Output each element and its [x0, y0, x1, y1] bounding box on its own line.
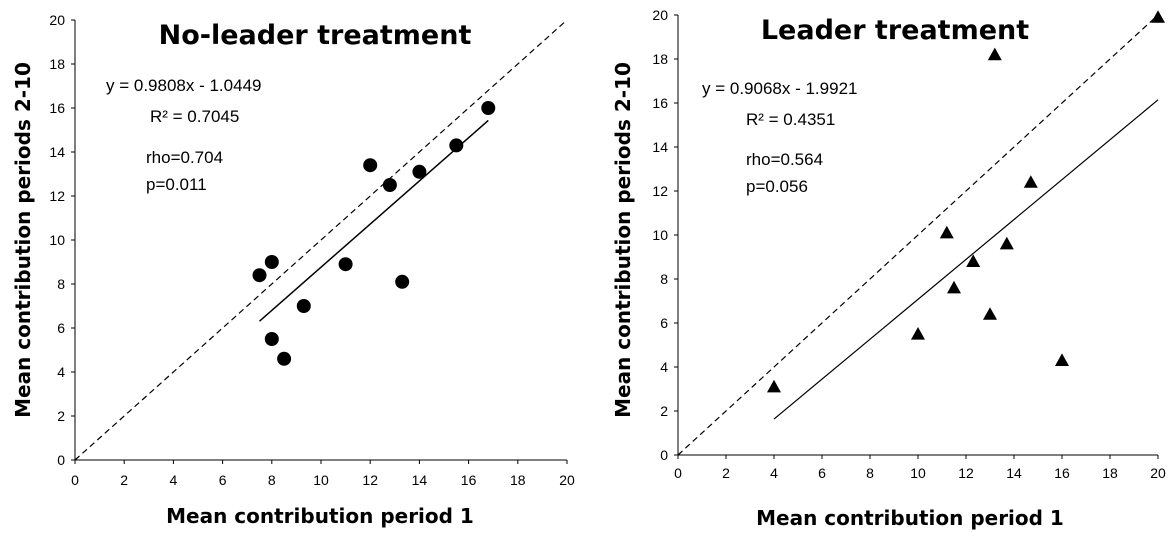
chart-leader-equation: y = 0.9068x - 1.9921	[702, 79, 857, 98]
chart-leader-y-tick-label: 20	[652, 7, 668, 23]
chart-no-leader-y-tick-label: 6	[57, 320, 65, 336]
chart-leader-x-tick-label: 2	[722, 465, 730, 481]
chart-leader-y-ticks: 0 2 4 6 8 10 12 14 16 18 20	[652, 7, 678, 463]
chart-leader-x-tick-label: 12	[958, 465, 974, 481]
chart-no-leader-x-ticks: 0 2 4 6 8 10 12 14 16 18 20	[71, 460, 575, 488]
chart-leader-point	[983, 307, 997, 320]
chart-leader-x-tick-label: 16	[1054, 465, 1070, 481]
chart-leader-point	[1151, 10, 1165, 23]
chart-no-leader-r2: R² = 0.7045	[150, 107, 239, 126]
chart-leader-y-tick-label: 6	[660, 315, 668, 331]
chart-no-leader-x-tick-label: 16	[461, 472, 477, 488]
chart-leader-y-tick-label: 12	[652, 183, 668, 199]
chart-no-leader-x-axis-title: Mean contribution period 1	[166, 504, 474, 528]
chart-leader: 0 2 4 6 8 10 12 14 16 18 20 0 2 4 6 8 10 12 14 16 18 20 Lead…	[611, 7, 1166, 530]
chart-leader-point	[987, 47, 1002, 61]
chart-no-leader-equation: y = 0.9808x - 1.0449	[106, 76, 261, 95]
chart-leader-rho: rho=0.564	[746, 150, 823, 169]
chart-leader-y-tick-label: 4	[660, 359, 668, 375]
chart-leader-point	[1023, 175, 1038, 188]
chart-no-leader-y-tick-label: 0	[57, 452, 65, 468]
chart-leader-trendline	[773, 99, 1159, 420]
chart-no-leader-y-tick-label: 12	[49, 188, 65, 204]
chart-no-leader-x-tick-label: 6	[219, 472, 227, 488]
chart-no-leader-x-tick-label: 8	[268, 472, 276, 488]
chart-no-leader-y-tick-label: 8	[57, 276, 65, 292]
chart-no-leader-y-tick-label: 2	[57, 408, 65, 424]
chart-leader-y-tick-label: 10	[652, 227, 668, 243]
chart-no-leader-y-tick-label: 4	[57, 364, 65, 380]
chart-no-leader-x-tick-label: 2	[120, 472, 128, 488]
chart-leader-x-tick-label: 18	[1102, 465, 1118, 481]
chart-no-leader-point	[412, 164, 427, 179]
chart-leader-title: Leader treatment	[761, 15, 1029, 46]
chart-no-leader-point	[481, 101, 496, 115]
chart-leader-y-tick-label: 0	[660, 447, 668, 463]
chart-no-leader-y-tick-label: 18	[49, 56, 65, 72]
chart-no-leader-x-tick-label: 14	[412, 472, 428, 488]
chart-no-leader-y-tick-label: 20	[49, 12, 65, 28]
chart-leader-y-tick-label: 14	[652, 139, 668, 155]
chart-no-leader-points	[252, 101, 496, 366]
chart-leader-x-ticks: 0 2 4 6 8 10 12 14 16 18 20	[674, 455, 1166, 481]
chart-leader-x-tick-label: 10	[910, 465, 926, 481]
chart-no-leader-x-tick-label: 0	[71, 472, 79, 488]
chart-leader-p: p=0.056	[746, 177, 808, 196]
chart-leader-point	[966, 254, 981, 267]
chart-no-leader-point	[449, 138, 464, 153]
chart-no-leader-point	[395, 274, 410, 289]
chart-no-leader-y-tick-label: 16	[49, 100, 65, 116]
chart-leader-x-tick-label: 8	[866, 465, 874, 481]
chart-no-leader-point	[382, 178, 397, 192]
chart-no-leader-x-tick-label: 20	[559, 472, 575, 488]
chart-leader-point	[767, 379, 781, 393]
chart-no-leader-point	[252, 268, 267, 283]
chart-leader-x-tick-label: 0	[674, 465, 682, 481]
chart-leader-y-tick-label: 18	[652, 51, 668, 67]
chart-no-leader-point	[338, 257, 353, 272]
chart-no-leader-rho: rho=0.704	[146, 148, 223, 167]
chart-no-leader-point	[296, 299, 311, 313]
chart-leader-y-tick-label: 8	[660, 271, 668, 287]
chart-no-leader-point	[264, 332, 279, 346]
chart-leader-x-tick-label: 14	[1006, 465, 1022, 481]
chart-no-leader-point	[277, 351, 292, 366]
chart-leader-points	[767, 10, 1165, 393]
chart-leader-point	[999, 236, 1014, 250]
chart-no-leader-y-tick-label: 10	[49, 232, 65, 248]
chart-leader-point	[911, 327, 925, 340]
chart-leader-x-tick-label: 6	[818, 465, 826, 481]
chart-leader-y-tick-label: 2	[660, 403, 668, 419]
chart-no-leader-title: No-leader treatment	[159, 20, 472, 51]
chart-leader-x-tick-label: 4	[770, 465, 778, 481]
chart-no-leader-x-tick-label: 4	[170, 472, 178, 488]
chart-no-leader-point	[264, 255, 279, 269]
chart-leader-y-axis-title: Mean contribution periods 2-10	[611, 62, 635, 418]
chart-no-leader-y-tick-label: 14	[49, 144, 65, 160]
chart-leader-point	[939, 225, 954, 239]
chart-leader-r2: R² = 0.4351	[746, 110, 835, 129]
chart-no-leader-y-axis-title: Mean contribution periods 2-10	[11, 62, 35, 418]
chart-no-leader-y-ticks: 0 2 4 6 8 10 12 14 16 18 20	[49, 12, 75, 468]
chart-leader-point	[1055, 353, 1069, 366]
chart-no-leader: 0 2 4 6 8 10 12 14 16 18 20 0 2 4 6 8 10 12 14 16 18 20 No-l…	[11, 12, 575, 528]
chart-no-leader-x-tick-label: 10	[313, 472, 329, 488]
chart-no-leader-reference-line	[74, 19, 568, 461]
chart-no-leader-p: p=0.011	[146, 175, 207, 194]
chart-leader-x-tick-label: 20	[1150, 465, 1166, 481]
chart-leader-x-axis-title: Mean contribution period 1	[756, 506, 1064, 530]
chart-leader-reference-line	[677, 14, 1159, 456]
chart-no-leader-point	[363, 158, 378, 173]
chart-leader-y-tick-label: 16	[652, 95, 668, 111]
chart-no-leader-trendline	[259, 119, 489, 322]
chart-leader-point	[947, 280, 961, 294]
chart-no-leader-x-tick-label: 18	[510, 472, 526, 488]
chart-no-leader-x-tick-label: 12	[362, 472, 378, 488]
